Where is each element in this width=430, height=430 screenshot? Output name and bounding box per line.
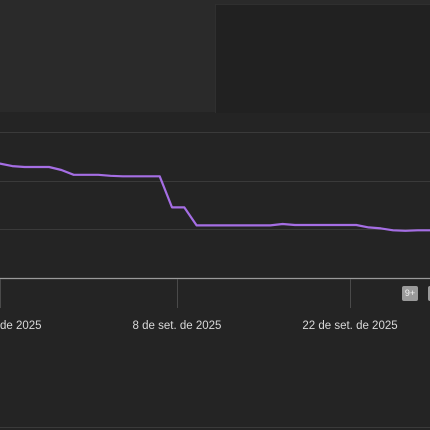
- hover-info-panel: [215, 4, 430, 113]
- edge-marker-badge[interactable]: [428, 286, 430, 301]
- grid-lines: [0, 132, 430, 230]
- x-tick-label-sep-22: 22 de set. de 2025: [302, 320, 397, 332]
- x-tick-label-sep-8: 8 de set. de 2025: [133, 320, 222, 332]
- x-axis-labels: de 2025 8 de set. de 2025 22 de set. de …: [0, 320, 398, 332]
- x-axis-ticks: [0, 279, 351, 308]
- overflow-count-badge[interactable]: 9+: [402, 286, 418, 301]
- series-line[interactable]: [0, 162, 430, 232]
- bottom-divider: [0, 427, 430, 428]
- x-tick-label-aug: de 2025: [0, 320, 42, 332]
